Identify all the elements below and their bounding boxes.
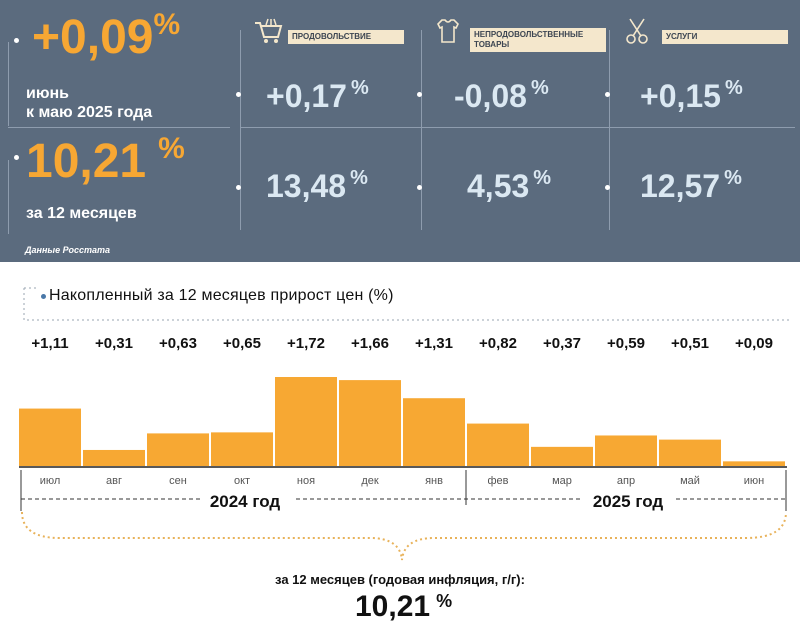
category-label-services: УСЛУГИ <box>662 30 788 44</box>
divider <box>421 30 422 230</box>
bar-мар <box>531 446 593 466</box>
month-label: авг <box>106 475 122 487</box>
services-annual-value: 12,57 <box>640 168 721 204</box>
bar-апр <box>595 435 657 466</box>
month-label: апр <box>617 475 635 487</box>
bullet-dot <box>417 92 422 97</box>
month-label: ноя <box>297 475 315 487</box>
food-annual: 13,48% <box>266 167 368 204</box>
chart-title: Накопленный за 12 месяцев прирост цен (%… <box>49 287 394 304</box>
bar-сен <box>147 433 209 466</box>
monthly-inflation-bar-chart: +1,11 июл +0,31 авг +0,63 сен +0,65 окт +1,72 ноя… <box>19 335 787 561</box>
nonfood-monthly-value: -0,08 <box>454 78 527 114</box>
services-annual: 12,57% <box>640 167 742 204</box>
divider <box>8 160 9 234</box>
food-annual-value: 13,48 <box>266 168 347 204</box>
shopping-cart-icon <box>255 18 283 43</box>
annual-value: 10,21 <box>26 135 147 188</box>
month-label: окт <box>234 475 250 487</box>
value-label: +0,59 <box>607 335 645 352</box>
month-label: янв <box>425 475 443 487</box>
bar-дек <box>339 380 401 466</box>
summary-brace <box>21 511 787 561</box>
services-monthly: +0,15% <box>640 77 743 114</box>
annual-caption: за 12 месяцев (годовая инфляция, г/г): <box>275 572 525 587</box>
bullet-dot <box>236 185 241 190</box>
category-label-nonfood: НЕПРОДОВОЛЬСТВЕННЫЕ ТОВАРЫ <box>470 28 606 52</box>
value-label: +1,66 <box>351 335 389 352</box>
monthly-label-line1: июнь <box>26 85 69 102</box>
nonfood-monthly: -0,08% <box>454 77 549 114</box>
bar-июн <box>723 461 785 466</box>
bullet-dot <box>605 185 610 190</box>
value-label: +1,31 <box>415 335 453 352</box>
month-label: май <box>680 475 700 487</box>
annual-headline: 10,21% <box>26 134 185 188</box>
monthly-value: +0,09 <box>32 11 154 64</box>
bullet-dot <box>417 185 422 190</box>
bar-май <box>659 439 721 466</box>
bar-янв <box>403 398 465 466</box>
month-label: мар <box>552 475 572 487</box>
bullet-dot <box>41 294 46 299</box>
bar-июл <box>19 408 81 466</box>
summary-panel: +0,09% июнь к маю 2025 года 10,21% за 12… <box>0 0 800 262</box>
value-label: +0,09 <box>735 335 773 352</box>
group-label-2025: 2025 год <box>593 492 664 511</box>
services-monthly-value: +0,15 <box>640 78 721 114</box>
month-label: фев <box>487 475 508 487</box>
bullet-dot <box>14 38 19 43</box>
divider <box>240 30 241 230</box>
group-label-2024: 2024 год <box>210 492 281 511</box>
divider <box>8 42 9 126</box>
value-label: +0,31 <box>95 335 133 352</box>
nonfood-annual: 4,53% <box>467 167 552 204</box>
divider <box>240 127 795 128</box>
bullet-dot <box>236 92 241 97</box>
annual-summary-value: 10,21% <box>355 592 452 622</box>
monthly-label-line2: к маю 2025 года <box>26 104 153 121</box>
annual-summary-number: 10,21 <box>355 590 431 623</box>
annual-label: за 12 месяцев <box>26 205 137 222</box>
value-label: +1,72 <box>287 335 325 352</box>
food-monthly: +0,17% <box>266 77 369 114</box>
divider <box>8 127 230 128</box>
bar-авг <box>83 449 145 466</box>
monthly-unit: % <box>153 8 181 41</box>
value-label: +0,51 <box>671 335 709 352</box>
title-bracket <box>23 287 790 321</box>
annual-unit: % <box>158 132 185 165</box>
value-label: +0,63 <box>159 335 197 352</box>
month-label: июн <box>744 475 764 487</box>
month-label: июл <box>40 475 61 487</box>
bullet-dot <box>605 92 610 97</box>
category-label-food: ПРОДОВОЛЬСТВИЕ <box>288 30 404 44</box>
scissors-icon <box>626 18 648 44</box>
value-label: +0,65 <box>223 335 261 352</box>
month-label: сен <box>169 475 187 487</box>
source-note: Данные Росстата <box>25 245 110 255</box>
clothing-icon <box>437 19 459 43</box>
bar-фев <box>467 423 529 466</box>
bar-ноя <box>275 377 337 466</box>
food-monthly-value: +0,17 <box>266 78 347 114</box>
bar-окт <box>211 432 273 466</box>
bullet-dot <box>14 155 19 160</box>
annual-summary-unit: % <box>436 591 453 611</box>
value-label: +1,11 <box>31 335 68 352</box>
month-label: дек <box>361 475 379 487</box>
value-label: +0,82 <box>479 335 517 352</box>
monthly-headline: +0,09% <box>32 10 180 64</box>
nonfood-annual-value: 4,53 <box>467 168 530 204</box>
value-label: +0,37 <box>543 335 581 352</box>
divider <box>609 30 610 230</box>
